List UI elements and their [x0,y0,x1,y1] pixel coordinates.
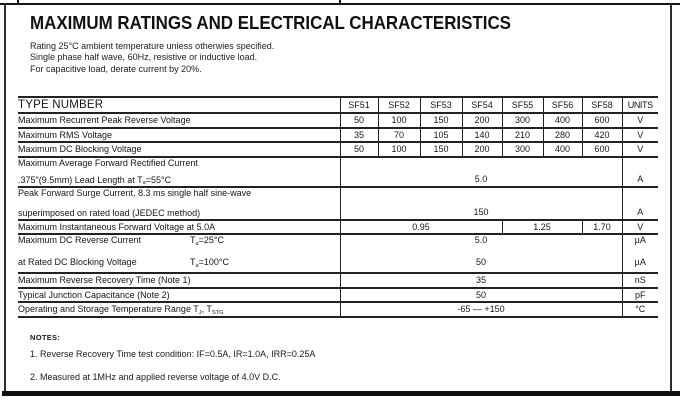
row-dc-reverse-current: Maximum DC Reverse Current Ta=25°C at Rat… [18,234,658,274]
section-title: MAXIMUM RATINGS AND ELECTRICAL CHARACTER… [30,13,511,33]
row-rms-voltage: Maximum RMS Voltage 35 70 105 140 210 28… [18,127,658,143]
row-label-line1: Peak Forward Surge Current, 8.3 ms singl… [18,187,252,198]
column-header-sf56: SF56 [542,96,582,114]
cell-value-span: 5.0 [339,156,622,188]
column-header-sf52: SF52 [377,96,420,114]
row-label-line2: superimposed on rated load (JEDEC method… [18,207,201,218]
table-header-row: TYPE NUMBER SF51 SF52 SF53 SF54 SF55 SF5… [18,96,658,114]
cell-sf55: 300 [501,142,543,158]
cell-value-span: 5.0 50 [339,234,622,274]
column-header-units: UNITS [621,96,658,114]
cell-vf-sf55-sf56: 1.25 [501,219,582,235]
page-border-right [670,4,672,392]
cell-sf51: 50 [339,142,378,158]
page-border-left [4,4,6,392]
cell-sf52: 100 [377,142,420,158]
row-label: Typical Junction Capacitance (Note 2) [18,287,340,303]
cell-sf58: 600 [581,142,622,158]
ratings-table: TYPE NUMBER SF51 SF52 SF53 SF54 SF55 SF5… [18,96,658,318]
rating-condition-line: For capacitive load, derate current by 2… [30,63,202,74]
row-label: Maximum Average Forward Rectified Curren… [18,156,340,188]
cell-sf51: 50 [339,113,378,129]
row-peak-forward-surge-current: Peak Forward Surge Current, 8.3 ms singl… [18,186,658,221]
row-dc-blocking-voltage: Maximum DC Blocking Voltage 50 100 150 2… [18,142,658,158]
row-label-line1: Maximum DC Reverse Current Ta=25°C [18,235,224,247]
rating-condition-line: Single phase half wave, 60Hz, resistive … [30,52,258,63]
cell-units: pF [621,287,658,303]
cell-sf56: 280 [542,127,582,143]
cell-units: A [621,156,658,188]
row-label: Maximum Recurrent Peak Reverse Voltage [18,113,340,129]
row-temperature-range: Operating and Storage Temperature Range … [18,302,658,318]
cell-sf58: 420 [581,127,622,143]
cell-sf54: 140 [461,127,502,143]
note-item: 2. Measured at 1MHz and applied reverse … [30,372,281,382]
cell-sf55: 300 [501,113,543,129]
cell-sf53: 105 [419,127,462,143]
cell-units: µA µA [621,234,658,274]
row-instantaneous-forward-voltage: Maximum Instantaneous Forward Voltage at… [18,219,658,235]
row-label-line2: at Rated DC Blocking Voltage Ta=100°C [18,257,229,269]
cell-value-span: 150 [339,186,622,221]
cell-sf58: 600 [581,113,622,129]
row-label: Peak Forward Surge Current, 8.3 ms singl… [18,186,340,221]
row-label-line1: Maximum Average Forward Rectified Curren… [18,157,198,168]
row-label: Maximum DC Reverse Current Ta=25°C at Rat… [18,234,340,274]
cell-vf-sf51-sf54: 0.95 [339,219,502,235]
cell-units: °C [621,302,658,318]
cell-sf54: 200 [461,142,502,158]
notes-heading: NOTES: [30,333,61,342]
condition-ta-25: Ta=25°C [190,235,224,247]
cell-sf56: 400 [542,142,582,158]
row-label-line2: .375"(9.5mm) Lead Length at Ta=55°C [18,174,172,187]
cell-units: V [621,127,658,143]
row-label: Maximum RMS Voltage [18,127,340,143]
column-header-sf53: SF53 [419,96,462,114]
column-header-sf55: SF55 [501,96,543,114]
bottom-rule [2,391,680,396]
row-label: Maximum DC Blocking Voltage [18,142,340,158]
row-reverse-recovery-time: Maximum Reverse Recovery Time (Note 1) 3… [18,273,658,289]
cell-units: V [621,142,658,158]
row-junction-capacitance: Typical Junction Capacitance (Note 2) 50… [18,287,658,303]
row-average-forward-rectified-current: Maximum Average Forward Rectified Curren… [18,156,658,188]
column-header-sf54: SF54 [461,96,502,114]
cell-units: nS [621,273,658,289]
cell-sf54: 200 [461,113,502,129]
column-header-sf51: SF51 [339,96,378,114]
top-divider-stub-left [17,0,19,5]
row-label: Maximum Instantaneous Forward Voltage at… [18,219,340,235]
column-header-sf58: SF58 [581,96,622,114]
cell-sf55: 210 [501,127,543,143]
cell-sf52: 70 [377,127,420,143]
cell-value-span: 50 [339,287,622,303]
cell-vf-sf58: 1.70 [581,219,622,235]
cell-sf51: 35 [339,127,378,143]
top-divider-stub-center [339,0,341,5]
cell-units: V [621,113,658,129]
row-label: Operating and Storage Temperature Range … [18,302,340,318]
rating-condition-line: Rating 25°C ambient temperature uniess o… [30,41,275,51]
cell-value-span: -65 — +150 [339,302,622,318]
cell-sf56: 400 [542,113,582,129]
cell-sf53: 150 [419,113,462,129]
note-item: 1. Reverse Recovery Time test condition:… [30,349,316,359]
row-recurrent-peak-reverse-voltage: Maximum Recurrent Peak Reverse Voltage 5… [18,113,658,129]
cell-units: V [621,219,658,235]
cell-value-span: 35 [339,273,622,289]
column-header-type-number: TYPE NUMBER [18,96,340,114]
cell-units: A [621,186,658,221]
rating-conditions: Rating 25°C ambient temperature uniess o… [30,41,274,75]
cell-sf52: 100 [377,113,420,129]
condition-ta-100: Ta=100°C [190,257,229,269]
row-label: Maximum Reverse Recovery Time (Note 1) [18,273,340,289]
cell-sf53: 150 [419,142,462,158]
